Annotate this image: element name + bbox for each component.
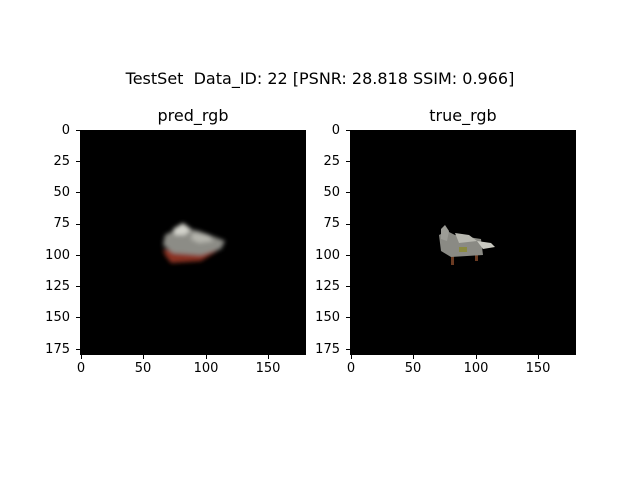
y-tick-label: 75 [53, 216, 70, 231]
x-tick-label: 150 [525, 361, 551, 376]
y-tick-label: 0 [61, 123, 70, 138]
figure-title: TestSet Data_ID: 22 [PSNR: 28.818 SSIM: … [125, 69, 515, 88]
x-tick-label: 0 [346, 361, 356, 376]
y-tick-label: 100 [45, 248, 70, 263]
y-tick-label: 25 [53, 154, 70, 169]
panel-title-true: true_rgb [429, 106, 497, 125]
pred-image [163, 223, 225, 263]
y-tick-label: 175 [315, 342, 340, 357]
x-tick-label: 100 [463, 361, 489, 376]
panel-title-pred: pred_rgb [157, 106, 229, 125]
true-image [439, 225, 495, 265]
y-tick-label: 125 [45, 279, 70, 294]
y-tick-label: 75 [323, 216, 340, 231]
x-tick-label: 50 [134, 361, 152, 376]
y-tick-label: 175 [45, 342, 70, 357]
y-tick-label: 25 [323, 154, 340, 169]
pred-image-axes [80, 130, 306, 355]
y-tick-label: 100 [315, 248, 340, 263]
true-image-axes [350, 130, 576, 355]
y-tick-label: 125 [315, 279, 340, 294]
x-tick-label: 0 [76, 361, 86, 376]
y-tick-label: 150 [315, 310, 340, 325]
x-tick-label: 50 [404, 361, 422, 376]
y-tick-label: 150 [45, 310, 70, 325]
y-tick-label: 0 [331, 123, 340, 138]
x-tick-label: 150 [255, 361, 281, 376]
y-tick-label: 50 [323, 185, 340, 200]
y-tick-label: 50 [53, 185, 70, 200]
x-tick-label: 100 [193, 361, 219, 376]
